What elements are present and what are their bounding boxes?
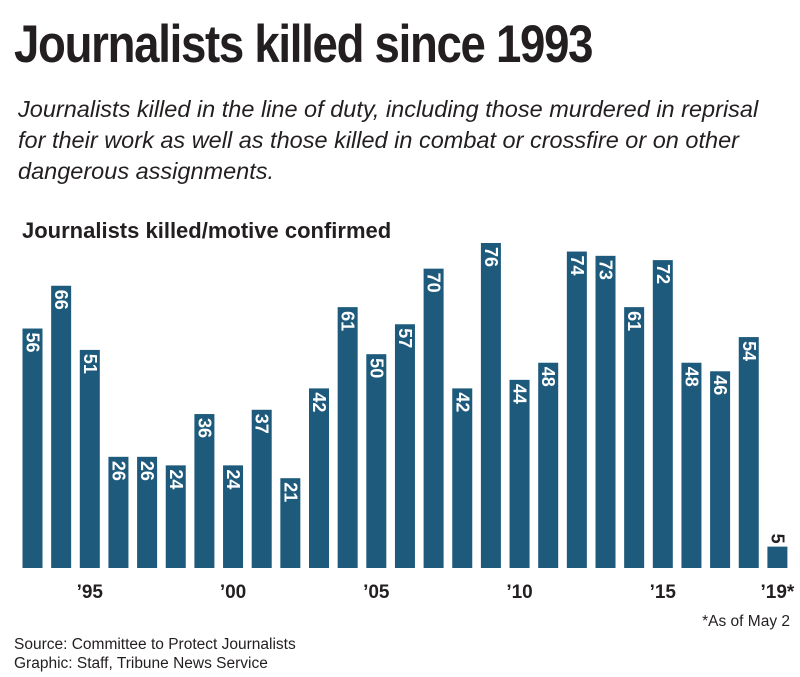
data-label-2007: 70 xyxy=(424,273,444,293)
x-tick-2005: ’05 xyxy=(363,582,390,603)
bar-1996 xyxy=(108,456,129,568)
bars-group: 56 66 51 26 26 24 36 24 37 21 42 61 50 57 70 42 76 44 48 74… xyxy=(22,243,788,569)
data-label-2012: 74 xyxy=(567,256,587,276)
bar-chart: 56 66 51 26 26 24 36 24 37 21 42 61 50 57 70 42 76 44 48 74… xyxy=(22,243,795,603)
data-label-1998: 24 xyxy=(166,469,186,489)
bar-2008 xyxy=(452,388,473,568)
bar-2005 xyxy=(366,354,387,568)
bar-2014 xyxy=(624,307,645,568)
x-tick-2019: ’19* xyxy=(760,582,794,603)
bar-1995 xyxy=(79,349,100,568)
data-label-2018: 54 xyxy=(739,341,759,361)
data-label-2000: 24 xyxy=(223,469,243,489)
data-label-1993: 56 xyxy=(23,333,43,353)
graphic-credit: Graphic: Staff, Tribune News Service xyxy=(14,655,268,672)
data-label-2009: 76 xyxy=(481,247,501,267)
bar-2003 xyxy=(309,388,329,568)
data-label-2008: 42 xyxy=(452,392,472,412)
bar-2013 xyxy=(595,255,616,568)
chart-subtitle: Journalists killed in the line of duty, … xyxy=(18,96,759,184)
data-label-2001: 37 xyxy=(252,414,272,434)
data-label-2003: 42 xyxy=(309,392,329,412)
bar-2017 xyxy=(710,371,731,568)
data-label-2014: 61 xyxy=(624,311,644,331)
data-label-1996: 26 xyxy=(108,461,128,481)
x-tick-1995: ’95 xyxy=(77,582,104,603)
data-label-2002: 21 xyxy=(280,482,300,502)
bar-1998 xyxy=(165,465,186,568)
bar-2010 xyxy=(509,379,530,568)
bar-2009 xyxy=(480,243,501,568)
x-tick-2010: ’10 xyxy=(506,582,532,603)
data-label-1995: 51 xyxy=(80,354,100,374)
data-label-2016: 48 xyxy=(681,367,701,387)
bar-2000 xyxy=(223,465,244,568)
bar-2006 xyxy=(394,324,415,568)
bar-1994 xyxy=(51,285,72,568)
bar-1997 xyxy=(137,456,158,568)
data-label-2010: 44 xyxy=(510,384,530,404)
bar-2002 xyxy=(280,478,301,568)
bar-2004 xyxy=(337,307,358,568)
data-label-2005: 50 xyxy=(366,358,386,378)
bar-2001 xyxy=(251,409,272,568)
source-credit: Source: Committee to Protect Journalists xyxy=(14,636,296,653)
bar-2019 xyxy=(767,546,788,568)
data-label-2004: 61 xyxy=(338,311,358,331)
x-tick-2015: ’15 xyxy=(650,582,677,603)
bar-1999 xyxy=(194,414,215,568)
data-label-2013: 73 xyxy=(596,260,616,280)
bar-2011 xyxy=(538,362,559,568)
x-axis-ticks: ’95 ’00 ’05 ’10 ’15 ’19* xyxy=(77,582,795,603)
data-label-2015: 72 xyxy=(653,264,673,284)
bar-2012 xyxy=(566,251,587,569)
footnote: *As of May 2 xyxy=(702,613,790,630)
bar-1993 xyxy=(22,328,43,568)
bar-2015 xyxy=(652,260,673,568)
data-label-2006: 57 xyxy=(395,328,415,348)
data-label-1999: 36 xyxy=(194,418,214,438)
data-label-1997: 26 xyxy=(137,461,157,481)
data-label-2017: 46 xyxy=(710,375,730,395)
bar-2018 xyxy=(738,337,759,568)
data-label-1994: 66 xyxy=(51,290,71,310)
data-label-2019: 5 xyxy=(767,534,787,544)
chart-title: Journalists killed since 1993 xyxy=(14,15,594,74)
x-tick-2000: ’00 xyxy=(220,582,246,603)
data-label-2011: 48 xyxy=(538,367,558,387)
bar-2016 xyxy=(681,362,702,568)
chart-series-label: Journalists killed/motive confirmed xyxy=(22,218,392,243)
bar-2007 xyxy=(423,268,444,568)
